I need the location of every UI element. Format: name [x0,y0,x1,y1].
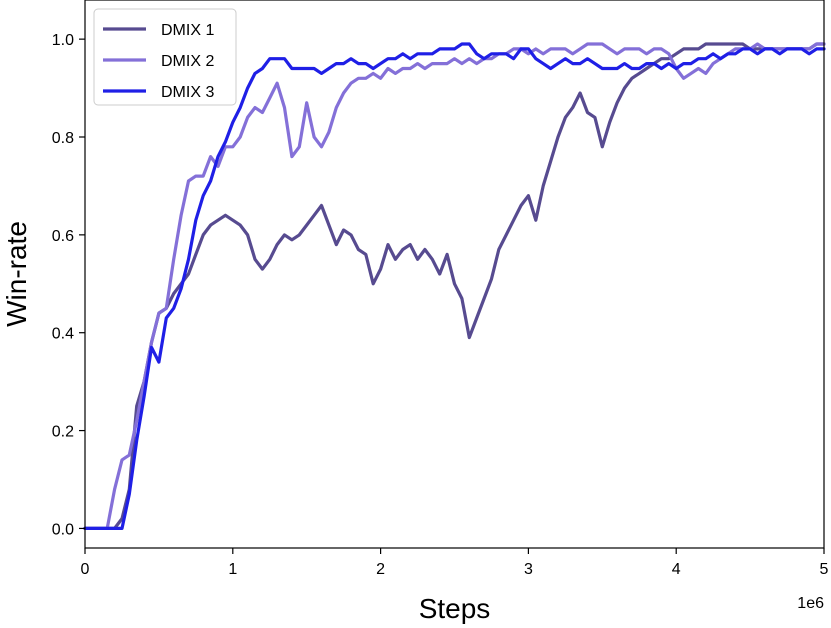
series-line-dmix-2 [83,42,826,530]
x-axis-title: Steps [419,593,491,624]
series-lines [83,42,826,530]
x-tick-label: 0 [81,561,90,578]
y-axis-title: Win-rate [1,221,32,327]
plot-frame [84,0,825,549]
y-tick-label: 0.2 [52,424,74,441]
series-line-dmix-3 [83,42,826,530]
x-axis-ticks: 0 1 2 3 4 5 [81,548,829,578]
axes [84,0,825,549]
y-tick-label: 0.4 [52,326,74,343]
y-tick-label: 1.0 [52,32,74,49]
x-tick-label: 4 [672,561,681,578]
y-tick-label: 0.0 [52,521,74,538]
y-axis-ticks: 0.0 0.2 0.4 0.6 0.8 1.0 [52,32,85,538]
legend: DMIX 1 DMIX 2 DMIX 3 [93,8,237,106]
legend-frame [93,8,237,106]
x-tick-label: 5 [820,561,829,578]
x-axis-offset-label: 1e6 [797,595,824,612]
legend-label-dmix-2: DMIX 2 [161,53,214,70]
legend-label-dmix-1: DMIX 1 [161,22,214,39]
series-line-dmix-1 [83,42,826,530]
x-tick-label: 1 [228,561,237,578]
x-tick-label: 3 [524,561,533,578]
y-tick-label: 0.8 [52,130,74,147]
y-tick-label: 0.6 [52,228,74,245]
x-tick-label: 2 [376,561,385,578]
legend-label-dmix-3: DMIX 3 [161,84,214,101]
